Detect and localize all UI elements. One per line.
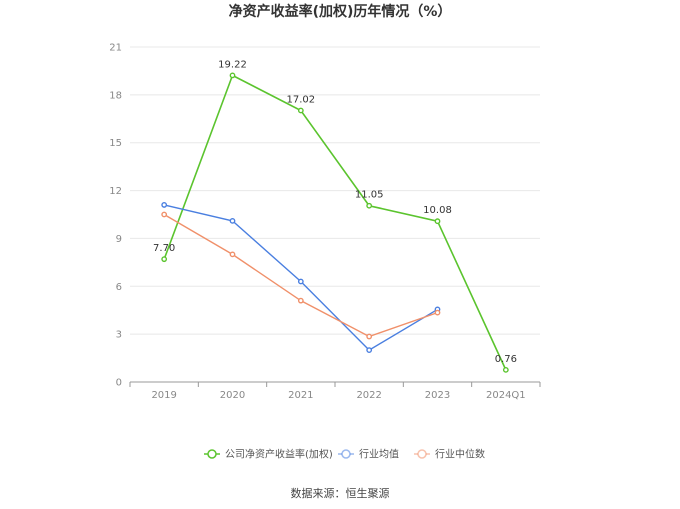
y-tick-label: 9 bbox=[116, 234, 122, 245]
y-tick-label: 12 bbox=[109, 186, 122, 197]
data-label: 0.76 bbox=[495, 354, 517, 365]
data-point bbox=[161, 256, 168, 263]
legend-swatch-marker bbox=[207, 449, 217, 459]
legend-swatch-marker bbox=[417, 449, 427, 459]
series-line bbox=[163, 74, 507, 371]
y-tick-label: 6 bbox=[116, 282, 122, 293]
data-label: 10.08 bbox=[423, 205, 452, 216]
legend[interactable]: 公司净资产收益率(加权) 行业均值 行业中位数 bbox=[204, 448, 485, 461]
series-line bbox=[164, 204, 438, 351]
data-point bbox=[161, 202, 168, 208]
data-label: 17.02 bbox=[287, 94, 316, 105]
grid bbox=[130, 46, 540, 335]
legend-item-label: 行业中位数 bbox=[435, 448, 485, 461]
y-tick-label: 0 bbox=[116, 378, 122, 389]
data-label: 7.70 bbox=[153, 243, 175, 254]
y-tick-label: 15 bbox=[109, 138, 122, 149]
x-tick-label: 2024Q1 bbox=[486, 390, 526, 401]
series-layer bbox=[161, 72, 509, 373]
data-point bbox=[366, 202, 373, 209]
x-tick-label: 2022 bbox=[356, 390, 381, 401]
data-point bbox=[229, 217, 236, 224]
y-tick-label: 21 bbox=[109, 43, 122, 54]
y-tick-label: 18 bbox=[109, 90, 122, 101]
legend-item-label: 公司净资产收益率(加权) bbox=[225, 448, 333, 461]
x-tick-label: 2019 bbox=[151, 390, 176, 401]
data-point bbox=[229, 251, 236, 258]
legend-item-label: 行业均值 bbox=[359, 448, 399, 461]
data-point bbox=[297, 297, 304, 304]
legend-swatch-marker bbox=[341, 449, 351, 459]
series-line bbox=[163, 213, 438, 338]
data-point bbox=[366, 333, 373, 340]
data-labels: 7.70 19.22 17.02 11.05 10.08 0.76 bbox=[153, 59, 517, 364]
data-label: 11.05 bbox=[355, 190, 384, 201]
chart-title: 净资产收益率(加权)历年情况（%） bbox=[229, 3, 452, 20]
data-point bbox=[366, 347, 373, 353]
axes: 0 3 6 9 12 15 18 21 2019 2020 2021 2022 2023 2024Q1 bbox=[109, 43, 541, 401]
source-note: 数据来源：恒生聚源 bbox=[291, 486, 390, 500]
data-point bbox=[229, 72, 236, 79]
data-point bbox=[297, 107, 304, 114]
data-point bbox=[434, 309, 441, 316]
data-point bbox=[161, 211, 168, 218]
x-tick-label: 2023 bbox=[425, 390, 450, 401]
data-point bbox=[297, 278, 304, 285]
y-tick-label: 3 bbox=[116, 330, 122, 341]
data-point bbox=[502, 366, 509, 373]
data-point bbox=[434, 218, 441, 225]
x-tick-label: 2020 bbox=[220, 390, 245, 401]
x-tick-label: 2021 bbox=[288, 390, 313, 401]
data-label: 19.22 bbox=[218, 59, 247, 70]
